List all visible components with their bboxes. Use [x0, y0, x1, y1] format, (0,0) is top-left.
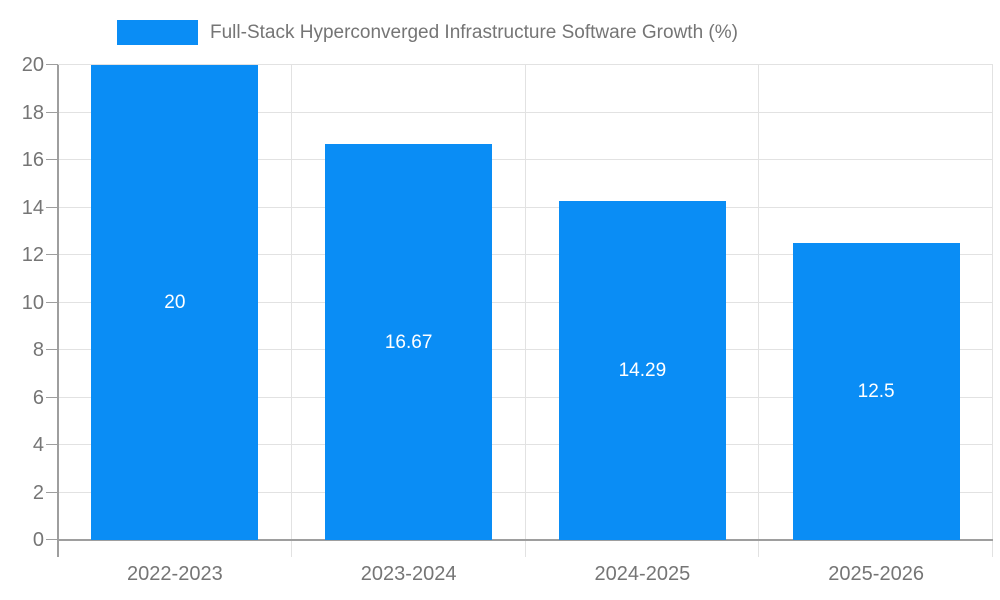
y-tick-mark — [46, 206, 58, 208]
y-tick-label: 0 — [32, 529, 44, 551]
x-axis-line — [57, 539, 993, 541]
x-tick-mark — [290, 540, 292, 557]
gridline-vertical — [524, 65, 526, 540]
x-tick-label: 2023-2024 — [360, 563, 457, 585]
gridline-horizontal — [58, 444, 993, 445]
bar-value-label: 20 — [164, 292, 186, 313]
gridline-horizontal — [58, 254, 993, 255]
y-tick-mark — [46, 254, 58, 255]
gridline-horizontal — [58, 206, 993, 208]
y-tick-label: 20 — [21, 54, 44, 76]
y-tick-label: 10 — [21, 291, 44, 314]
y-tick-label: 14 — [21, 196, 44, 219]
y-tick-mark — [46, 111, 58, 113]
y-tick-mark — [46, 539, 58, 540]
y-tick-label: 16 — [21, 149, 44, 171]
x-tick-label: 2022-2023 — [127, 563, 223, 585]
y-tick-label: 8 — [32, 339, 44, 361]
gridline-horizontal — [58, 111, 993, 113]
x-tick-label: 2024-2025 — [594, 563, 691, 585]
bar-2022-2023[interactable] — [91, 65, 259, 540]
gridline-vertical — [992, 65, 993, 540]
x-tick-mark — [524, 540, 526, 557]
y-tick-label: 18 — [21, 101, 44, 124]
y-axis-line — [57, 65, 59, 557]
y-tick-mark — [46, 349, 58, 350]
x-tick-mark — [992, 540, 993, 557]
y-tick-mark — [46, 491, 58, 493]
y-tick-label: 12 — [21, 244, 44, 266]
gridline-vertical — [290, 65, 292, 540]
x-tick-mark — [758, 540, 760, 557]
y-tick-mark — [46, 64, 58, 65]
gridline-horizontal — [58, 64, 993, 65]
gridline-horizontal — [58, 491, 993, 493]
gridline-vertical — [758, 65, 760, 540]
gridline-horizontal — [58, 301, 993, 303]
bar-2023-2024[interactable] — [325, 144, 493, 540]
bar-value-label: 12.5 — [857, 381, 895, 403]
y-tick-label: 2 — [32, 481, 44, 504]
y-tick-label: 4 — [32, 434, 44, 456]
bar-2025-2026[interactable] — [792, 243, 960, 540]
bar-value-label: 14.29 — [618, 359, 667, 381]
gridline-horizontal — [58, 349, 993, 350]
legend-label: Full-Stack Hyperconverged Infrastructure… — [210, 21, 738, 43]
bar-2024-2025[interactable] — [558, 200, 726, 540]
bar-value-label: 16.67 — [384, 331, 433, 353]
x-tick-label: 2025-2026 — [828, 563, 924, 585]
y-tick-mark — [46, 396, 58, 398]
gridline-horizontal — [58, 396, 993, 398]
y-tick-mark — [46, 444, 58, 445]
gridline-horizontal — [58, 159, 993, 160]
y-tick-label: 6 — [32, 386, 44, 409]
y-tick-mark — [46, 301, 58, 303]
y-tick-mark — [46, 159, 58, 160]
chart-legend[interactable]: Full-Stack Hyperconverged Infrastructure… — [117, 20, 738, 45]
legend-swatch-icon — [117, 20, 198, 45]
